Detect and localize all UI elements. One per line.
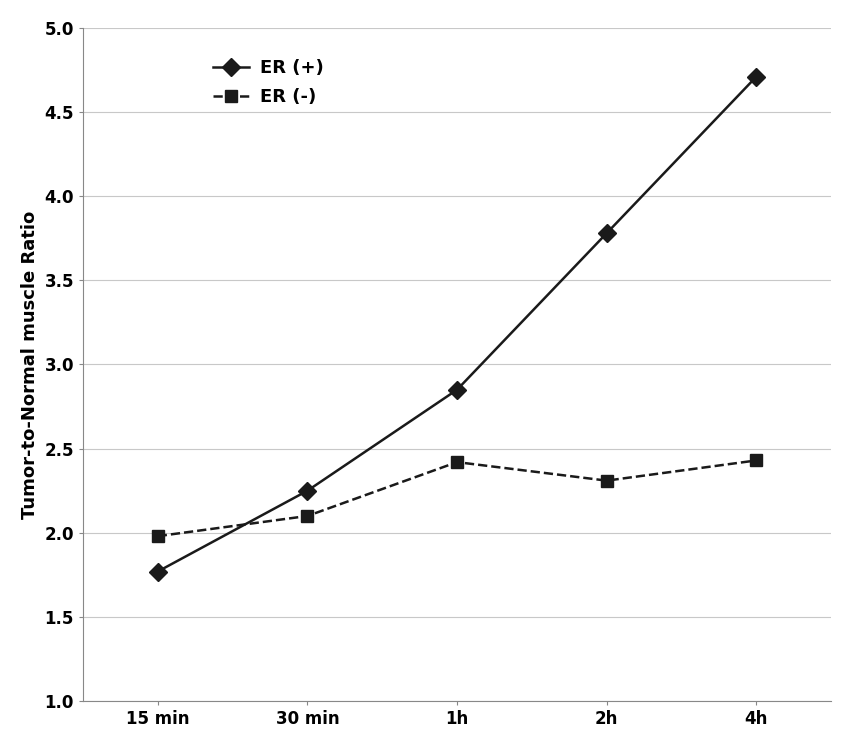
Line: ER (-): ER (-) <box>153 455 762 542</box>
Line: ER (+): ER (+) <box>152 70 763 577</box>
ER (+) <box>602 228 612 237</box>
ER (+) <box>751 72 762 81</box>
ER (-) <box>302 512 313 521</box>
ER (-) <box>153 532 163 541</box>
ER (-) <box>452 458 462 467</box>
Legend: ER (+), ER (-): ER (+), ER (-) <box>204 50 333 115</box>
ER (+) <box>302 486 313 495</box>
ER (+) <box>452 385 462 394</box>
ER (-) <box>602 476 612 485</box>
ER (+) <box>153 567 163 576</box>
ER (-) <box>751 456 762 465</box>
Y-axis label: Tumor-to-Normal muscle Ratio: Tumor-to-Normal muscle Ratio <box>20 210 39 518</box>
